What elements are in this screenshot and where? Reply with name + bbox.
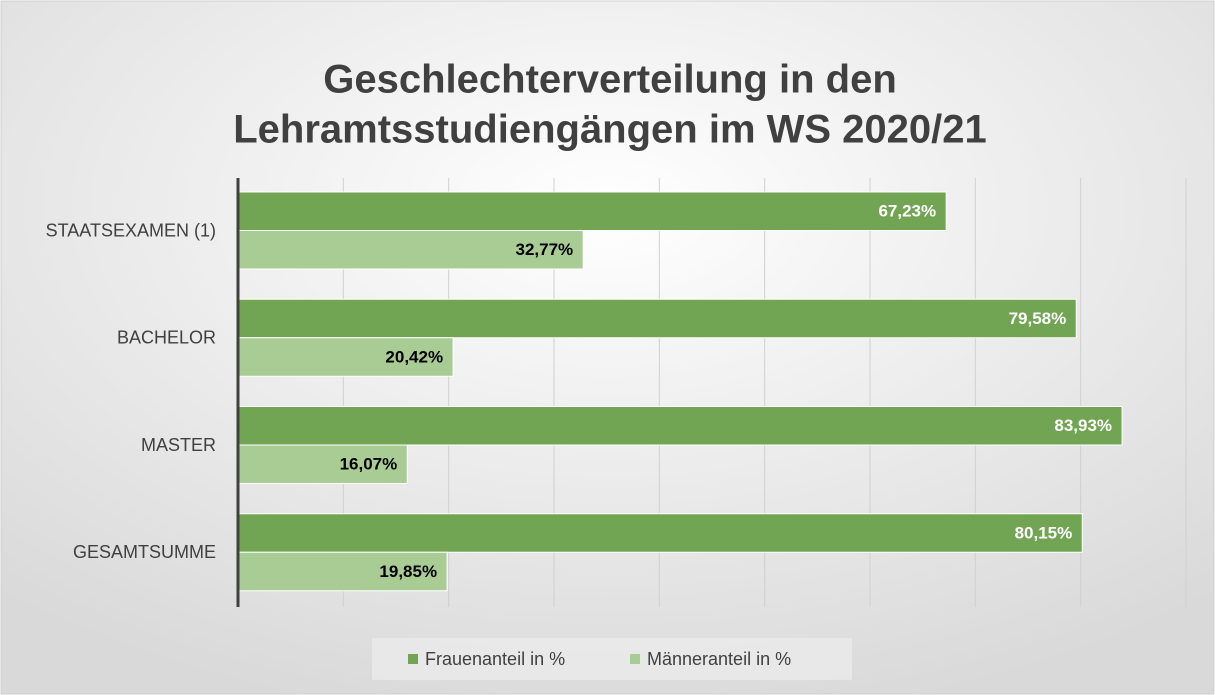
y-tick-label: GESAMTSUMME: [73, 542, 216, 562]
data-label: 80,15%: [1015, 523, 1073, 542]
bar: [237, 444, 408, 484]
y-tick-label: BACHELOR: [117, 328, 216, 348]
bar: [237, 230, 584, 270]
chart-title: Geschlechterverteilung in den: [323, 58, 897, 102]
data-label: 32,77%: [516, 240, 574, 259]
data-label: 67,23%: [878, 202, 936, 221]
legend-label: Frauenanteil in %: [425, 649, 565, 669]
y-tick-label: STAATSEXAMEN (1): [46, 220, 216, 240]
legend-box: [372, 638, 852, 680]
y-tick-label: MASTER: [141, 435, 216, 455]
data-label: 16,07%: [340, 455, 398, 474]
bar: [237, 298, 1077, 339]
data-label: 19,85%: [379, 562, 437, 581]
legend-swatch: [630, 654, 640, 664]
data-label: 83,93%: [1054, 416, 1112, 435]
chart-title: Lehramtsstudiengängen im WS 2020/21: [233, 108, 987, 152]
bar: [237, 513, 1083, 553]
data-label: 79,58%: [1009, 309, 1067, 328]
bar: [237, 191, 947, 231]
bar: [237, 406, 1123, 446]
data-label: 20,42%: [385, 347, 443, 366]
legend-swatch: [408, 654, 418, 664]
legend-label: Männeranteil in %: [647, 649, 791, 669]
